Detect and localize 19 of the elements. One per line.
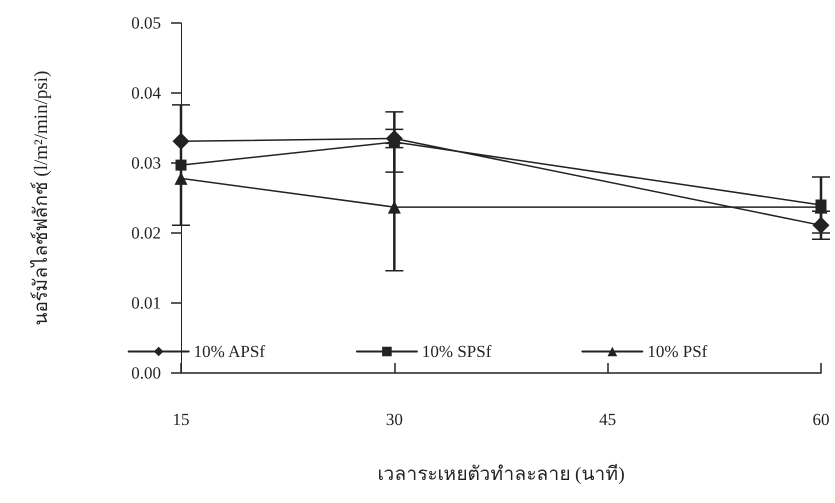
y-tick-label: 0.03 xyxy=(131,154,161,172)
point xyxy=(388,200,401,214)
y-tick-label: 0.05 xyxy=(131,14,161,32)
y-axis-title: นอร์มัลไลซ์ฟลักซ์ (l/m²/min/psi) xyxy=(30,70,52,326)
legend-label: 10% APSf xyxy=(194,342,266,361)
x-tick-label: 60 xyxy=(812,410,830,429)
x-tick-label: 15 xyxy=(172,410,190,429)
x-axis-title: เวลาระเหยตัวทำละลาย (นาที) xyxy=(377,463,625,485)
x-tick-label: 30 xyxy=(386,410,403,429)
y-tick-label: 0.02 xyxy=(131,224,161,242)
point xyxy=(812,216,830,234)
point xyxy=(176,160,186,171)
y-tick-label: 0.04 xyxy=(131,84,162,102)
x-tick-label: 45 xyxy=(599,410,616,429)
point xyxy=(172,132,190,150)
legend-label: 10% PSf xyxy=(647,342,708,361)
y-tick-label: 0.01 xyxy=(131,294,161,312)
y-tick-label: 0.00 xyxy=(131,364,161,382)
legend-label: 10% SPSf xyxy=(422,342,492,361)
